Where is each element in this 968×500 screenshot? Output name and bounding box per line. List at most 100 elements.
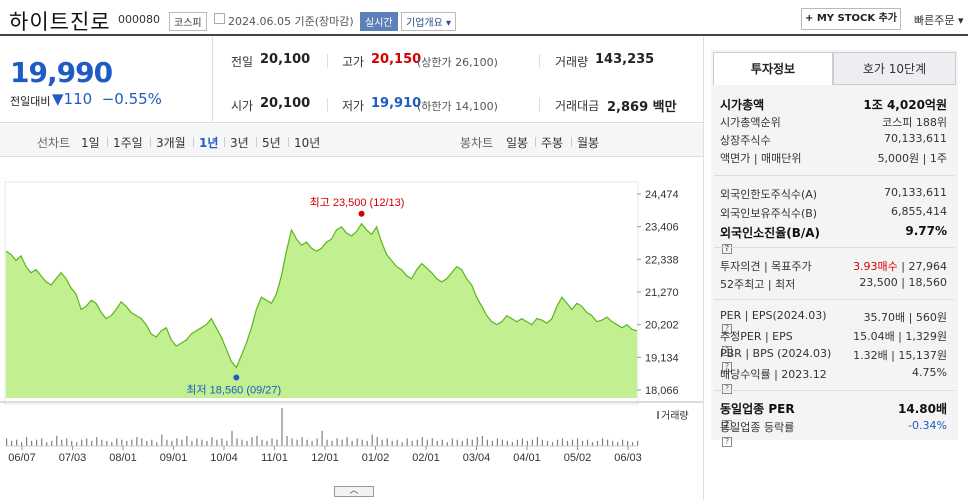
volume-bar <box>66 438 68 446</box>
invest-row-label: PER | EPS(2024.03) <box>720 309 827 322</box>
tab-candle-2[interactable]: 월봉 <box>577 136 600 150</box>
x-tick-label: 03/04 <box>463 452 491 464</box>
price-line <box>5 222 638 369</box>
volume-bar <box>111 442 113 446</box>
corp-overview-label: 기업개요 <box>406 18 443 29</box>
volume-bar <box>236 438 238 446</box>
volume-bar <box>612 440 614 446</box>
volume-bar <box>361 439 363 446</box>
volume-bar <box>281 408 283 446</box>
quick-order-button[interactable]: 빠른주문 ▾ <box>914 12 964 28</box>
volume-bar <box>71 440 73 446</box>
tab-candle-1[interactable]: 주봉 <box>541 136 564 150</box>
chart-scroll-up-button[interactable]: ︿ <box>334 486 374 497</box>
volume-bar <box>526 440 528 446</box>
volume-bar <box>216 439 218 446</box>
high-label: 최고 23,500 (12/13) <box>310 196 405 209</box>
volume-bar <box>381 439 383 446</box>
volume-bar <box>566 440 569 446</box>
price-change: ▼110 <box>52 90 93 108</box>
divider <box>714 299 955 300</box>
divider <box>714 175 955 176</box>
x-tick-label: 06/03 <box>614 452 642 464</box>
tab-range-1[interactable]: 1주일 <box>113 136 143 150</box>
volume-legend-swatch <box>657 411 659 419</box>
volume-bar <box>637 440 639 446</box>
invest-row-value: 35.70배 | 560원 <box>863 311 947 324</box>
volume-bar <box>476 437 478 446</box>
invest-row-label-wrap: 외국인소진율(B/A)? <box>720 224 820 255</box>
help-icon[interactable]: ? <box>722 384 732 394</box>
invest-row-label: 상장주식수 <box>720 134 771 147</box>
volume-bar <box>221 438 223 446</box>
volume-value: 143,235 <box>595 52 655 67</box>
volume-bar <box>531 439 533 446</box>
volume-bar <box>632 442 634 446</box>
volume-bar <box>166 439 168 446</box>
volume-bar <box>571 439 574 446</box>
volume-bar <box>211 437 213 446</box>
help-icon[interactable]: ? <box>722 419 732 430</box>
help-icon[interactable]: ? <box>722 346 732 356</box>
x-tick-label: 11/01 <box>261 452 288 464</box>
header-bar <box>0 0 968 36</box>
invest-row-label: 추정PER | EPS <box>720 330 793 343</box>
corp-overview-dropdown[interactable]: 기업개요 ▾ <box>401 12 457 31</box>
tab-range-2[interactable]: 3개월 <box>156 136 186 150</box>
tab-order-book-10[interactable]: 호가 10단계 <box>833 52 956 85</box>
help-icon[interactable]: ? <box>722 437 732 447</box>
volume-bar <box>181 439 183 446</box>
help-icon[interactable]: ? <box>722 324 732 334</box>
price-chart[interactable]: 24,474 23,406 22,338 21,270 20,202 19,134 18,0… <box>0 158 703 500</box>
x-tick-label: 08/01 <box>109 452 137 464</box>
volume-bar <box>356 438 358 446</box>
volume-bar <box>426 439 428 446</box>
volume-bar <box>246 440 248 446</box>
volume-bar <box>96 437 98 446</box>
prev-close-label: 전일 <box>231 55 254 69</box>
volume-bar <box>511 442 513 446</box>
volume-bar <box>561 438 564 446</box>
volume-bar <box>416 439 418 446</box>
divider <box>256 137 257 147</box>
invest-row-label: 배당수익률 | 2023.12 <box>720 368 827 381</box>
invest-row-value: 6,855,414 <box>891 205 947 218</box>
realtime-badge[interactable]: 실시간 <box>360 12 398 31</box>
divider <box>535 137 536 147</box>
volume-bar <box>421 437 423 446</box>
quick-order-label: 빠른주문 <box>914 14 955 27</box>
tab-candle-0[interactable]: 일봉 <box>506 136 529 150</box>
high-value: 20,150 <box>371 52 422 67</box>
invest-row-label-wrap: 배당수익률 | 2023.12? <box>720 366 827 395</box>
help-icon[interactable]: ? <box>722 243 732 254</box>
volume-bar <box>431 438 433 446</box>
tab-range-4[interactable]: 3년 <box>230 136 249 150</box>
caret-down-icon: ▾ <box>442 18 452 29</box>
invest-row-value: 70,133,611 <box>884 132 947 145</box>
tab-range-0[interactable]: 1일 <box>81 136 100 150</box>
volume-bar <box>391 440 393 446</box>
volume-bar <box>286 435 288 446</box>
tab-range-3[interactable]: 1년 <box>199 136 219 150</box>
line-chart-label: 선차트 <box>37 136 71 150</box>
volume-bar <box>26 437 28 446</box>
tab-range-6[interactable]: 10년 <box>294 136 321 150</box>
invest-row-label: 동일업종 등락률 <box>720 421 795 434</box>
invest-row-value: 14.80배 <box>898 402 947 416</box>
volume-bar <box>396 439 398 446</box>
help-icon[interactable]: ? <box>722 362 732 372</box>
volume-bar <box>296 439 298 446</box>
invest-row-value: 1조 4,020억원 <box>863 98 947 112</box>
volume-bar <box>386 438 388 446</box>
high-label: 고가 <box>342 55 365 69</box>
volume-bar <box>506 440 508 446</box>
volume-bar <box>116 438 118 446</box>
quote-panel <box>0 37 703 123</box>
volume-bar <box>536 437 538 446</box>
my-stock-add-button[interactable]: + MY STOCK 추가 <box>801 8 901 30</box>
volume-bar <box>607 439 609 446</box>
tab-range-5[interactable]: 5년 <box>262 136 281 150</box>
volume-bar <box>231 430 233 446</box>
y-tick-label: 23,406 <box>645 222 679 234</box>
tab-invest-info[interactable]: 투자정보 <box>713 52 833 85</box>
